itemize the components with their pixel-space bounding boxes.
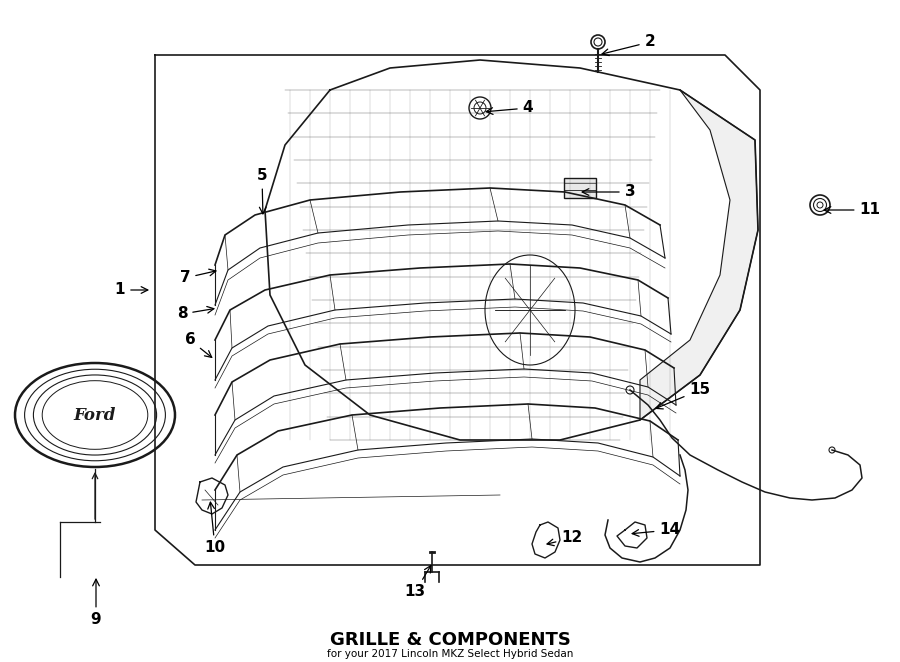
Text: 15: 15 (656, 383, 711, 409)
Text: 5: 5 (256, 169, 267, 214)
Text: 4: 4 (486, 101, 534, 115)
Text: for your 2017 Lincoln MKZ Select Hybrid Sedan: for your 2017 Lincoln MKZ Select Hybrid … (327, 649, 573, 659)
Text: 1: 1 (115, 283, 148, 297)
Polygon shape (640, 90, 758, 420)
Text: 12: 12 (547, 530, 582, 545)
Text: Ford: Ford (74, 406, 116, 424)
Text: GRILLE & COMPONENTS: GRILLE & COMPONENTS (329, 631, 571, 649)
Text: 2: 2 (602, 34, 655, 56)
Text: 14: 14 (632, 522, 680, 538)
Text: 8: 8 (176, 307, 214, 322)
Text: 13: 13 (404, 565, 431, 600)
Text: 10: 10 (204, 502, 226, 555)
Text: 6: 6 (184, 332, 212, 357)
Bar (564, 178, 596, 198)
Text: 9: 9 (91, 579, 102, 628)
Text: 11: 11 (824, 203, 880, 218)
Text: 7: 7 (180, 269, 216, 285)
Text: 3: 3 (582, 185, 635, 199)
